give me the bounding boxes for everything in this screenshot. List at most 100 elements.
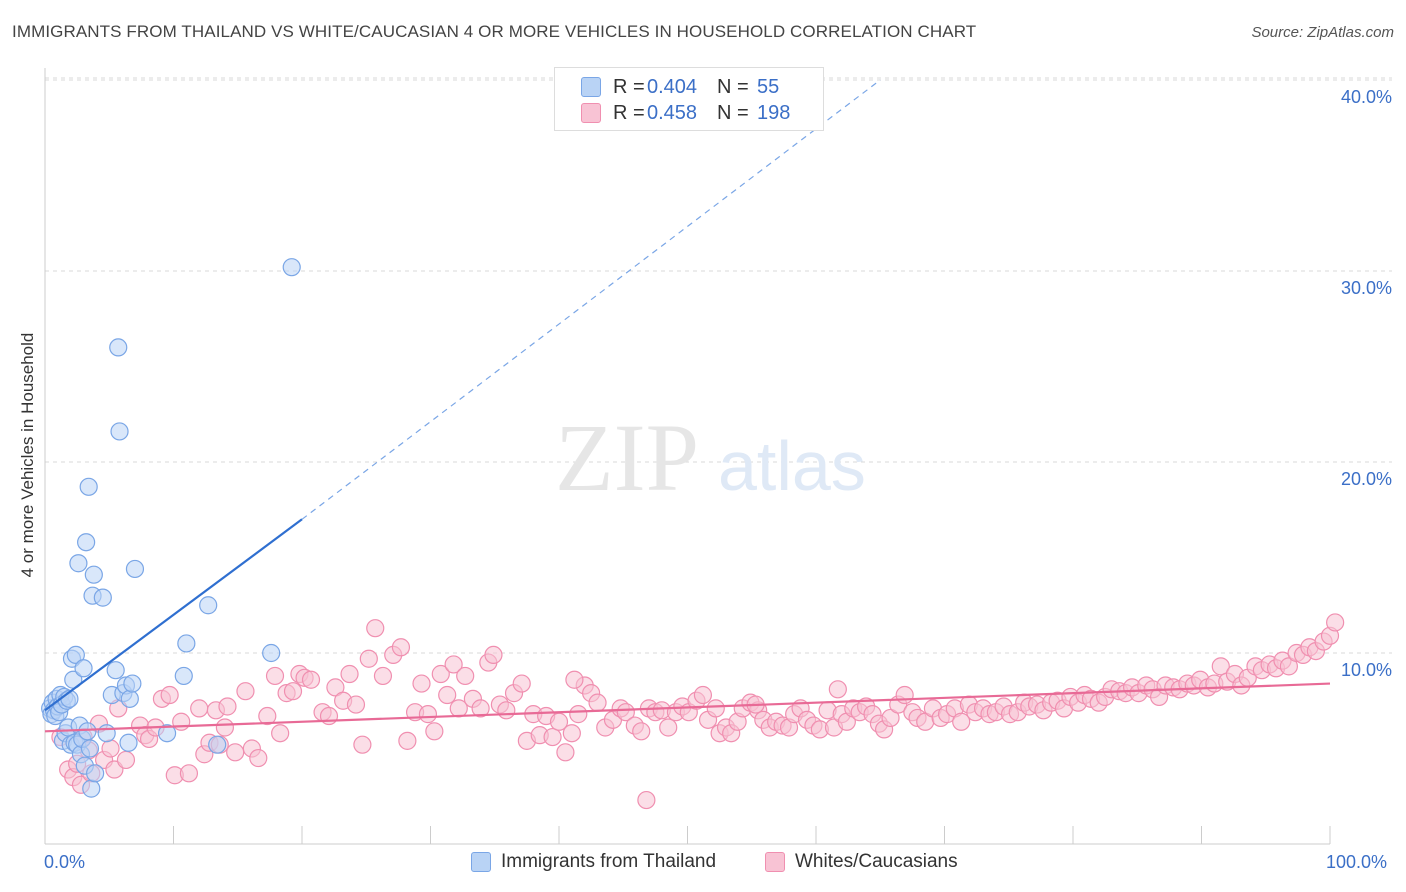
point-thailand (93, 588, 112, 607)
point-whites (1211, 657, 1230, 676)
point-whites (512, 674, 531, 693)
point-whites (438, 685, 457, 705)
point-whites (569, 705, 588, 724)
point-whites (179, 764, 199, 783)
trend-lines (44, 79, 1331, 733)
point-whites (340, 664, 359, 684)
legend-n-label: N = (717, 101, 749, 124)
point-whites (190, 699, 209, 718)
point-whites (160, 685, 179, 705)
point-thailand (110, 422, 129, 441)
point-whites (444, 655, 463, 674)
watermark-atlas: atlas (718, 427, 866, 505)
point-whites (497, 701, 516, 720)
point-whites (632, 722, 651, 741)
point-thailand (123, 674, 142, 693)
y-tick-10: 10.0% (1340, 660, 1392, 680)
point-thailand (109, 338, 128, 357)
point-thailand (78, 722, 97, 741)
bottom-legend-thailand[interactable]: Immigrants from Thailand (471, 851, 716, 873)
point-whites (353, 735, 372, 754)
point-thailand (157, 724, 177, 743)
point-whites (236, 682, 255, 701)
point-thailand (66, 645, 85, 665)
point-thailand (177, 634, 196, 653)
point-whites (359, 649, 378, 668)
point-whites (373, 666, 393, 686)
legend-swatch-pink (765, 852, 785, 872)
point-whites (172, 712, 191, 731)
trend-line-thailand (44, 518, 303, 712)
point-whites (283, 682, 303, 701)
point-whites (226, 743, 245, 762)
point-whites (391, 638, 411, 657)
trend-extension-thailand (301, 79, 881, 520)
series-thailand-points (41, 258, 301, 798)
point-whites (265, 666, 285, 686)
stats-legend: R = 0.404 N = 55 R = 0.458 N = 198 (554, 67, 824, 131)
point-whites (398, 731, 417, 750)
point-thailand (84, 565, 103, 584)
chart-title: IMMIGRANTS FROM THAILAND VS WHITE/CAUCAS… (12, 22, 977, 41)
bottom-legend-whites[interactable]: Whites/Caucasians (765, 851, 958, 873)
point-thailand (86, 764, 105, 783)
point-thailand (79, 477, 98, 496)
point-whites (456, 666, 475, 686)
point-whites (659, 718, 678, 737)
legend-r-value: 0.404 (647, 75, 698, 98)
point-whites (101, 739, 120, 758)
trend-line-whites (44, 682, 1331, 733)
point-thailand (174, 666, 193, 686)
point-whites (412, 674, 431, 693)
point-whites (249, 748, 268, 768)
legend-label-thailand: Immigrants from Thailand (501, 851, 717, 872)
point-whites (895, 685, 914, 705)
point-whites (637, 790, 656, 810)
legend-row-whites: R = 0.458 N = 198 (581, 101, 790, 125)
point-whites (346, 695, 366, 714)
legend-swatch-blue (581, 77, 601, 97)
point-whites (271, 724, 290, 743)
point-thailand (106, 661, 125, 680)
point-whites (258, 706, 277, 726)
point-whites (218, 697, 237, 716)
point-thailand (125, 559, 145, 579)
point-whites (706, 699, 725, 718)
point-whites (565, 670, 584, 689)
series-whites-points (51, 613, 1345, 810)
point-thailand (77, 533, 96, 552)
point-thailand (208, 735, 227, 754)
point-thailand (199, 596, 218, 615)
legend-row-thailand: R = 0.404 N = 55 (581, 75, 779, 99)
point-whites (215, 718, 234, 737)
point-whites (471, 699, 490, 718)
legend-n-label: N = (717, 75, 749, 98)
point-thailand (74, 659, 93, 678)
point-whites (588, 693, 607, 712)
point-whites (828, 680, 847, 699)
legend-label-whites: Whites/Caucasians (795, 851, 958, 872)
point-whites (431, 664, 450, 684)
point-whites (484, 645, 503, 665)
y-tick-20: 20.0% (1340, 469, 1392, 489)
x-tick-min: 0.0% (44, 852, 86, 872)
source-credit: Source: ZipAtlas.com (1251, 24, 1394, 41)
point-thailand (119, 733, 138, 752)
point-thailand (69, 554, 88, 573)
y-tick-30: 30.0% (1340, 278, 1392, 298)
legend-n-value: 55 (757, 75, 780, 98)
legend-r-value: 0.458 (647, 101, 698, 124)
point-thailand (120, 689, 139, 708)
point-whites (693, 685, 713, 705)
point-whites (326, 678, 345, 697)
legend-swatch-pink (581, 103, 601, 123)
watermark: ZIP atlas (555, 404, 866, 511)
point-whites (366, 619, 385, 638)
legend-r-label: R = (613, 75, 645, 98)
point-thailand (82, 779, 101, 798)
point-thailand (262, 643, 281, 663)
point-thailand (80, 739, 100, 758)
y-tick-40: 40.0% (1340, 87, 1392, 107)
legend-swatch-blue (471, 852, 491, 872)
